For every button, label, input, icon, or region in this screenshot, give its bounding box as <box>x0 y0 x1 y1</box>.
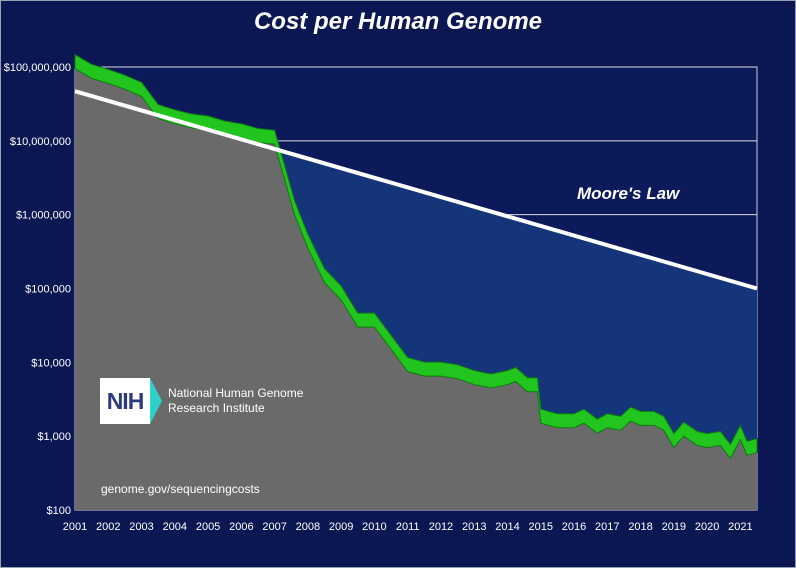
x-tick-label: 2014 <box>495 521 519 533</box>
moores-law-label: Moore's Law <box>577 184 680 203</box>
x-tick-label: 2017 <box>595 521 619 533</box>
gap-region <box>75 68 757 459</box>
chart-title: Cost per Human Genome <box>253 8 543 35</box>
y-tick-label: $10,000 <box>31 357 71 369</box>
y-tick-label: $100,000,000 <box>4 62 71 74</box>
x-tick-label: 2020 <box>695 521 719 533</box>
y-tick-label: $100,000 <box>25 284 71 296</box>
x-tick-label: 2012 <box>429 521 453 533</box>
source-url: genome.gov/sequencingcosts <box>101 482 260 496</box>
x-tick-label: 2009 <box>329 521 353 533</box>
x-tick-label: 2011 <box>396 521 420 533</box>
moores-law-line <box>74 89 758 291</box>
x-tick-label: 2016 <box>562 521 586 533</box>
x-tick-label: 2006 <box>229 521 253 533</box>
x-tick-label: 2003 <box>129 521 153 533</box>
x-tick-label: 2001 <box>63 521 87 533</box>
nih-logo-text: National Human Genome Research Institute <box>168 386 303 416</box>
x-tick-label: 2019 <box>662 521 686 533</box>
cost-band <box>74 53 758 460</box>
x-tick-label: 2007 <box>262 521 286 533</box>
x-tick-label: 2004 <box>163 521 187 533</box>
x-tick-label: 2015 <box>529 521 553 533</box>
x-tick-label: 2021 <box>728 521 752 533</box>
y-tick-label: $10,000,000 <box>10 136 71 148</box>
logo-chevron-icon <box>150 378 162 424</box>
x-tick-label: 2008 <box>296 521 320 533</box>
x-tick-label: 2018 <box>628 521 652 533</box>
y-tick-label: $100 <box>47 505 71 517</box>
x-tick-label: 2013 <box>462 521 486 533</box>
logo-line-1: National Human Genome <box>168 386 304 400</box>
x-tick-label: 2010 <box>362 521 386 533</box>
y-tick-label: $1,000 <box>37 431 71 443</box>
nih-logo: NIH National Human Genome Research Insti… <box>100 378 303 424</box>
nih-logo-mark: NIH <box>100 378 150 424</box>
x-tick-label: 2002 <box>96 521 120 533</box>
y-tick-label: $1,000,000 <box>16 210 71 222</box>
y-axis-ticks: $100,000,000 $10,000,000 $1,000,000 $100,00… <box>4 62 71 517</box>
cost-area <box>75 68 757 510</box>
x-tick-label: 2005 <box>196 521 220 533</box>
x-axis-ticks: 2001 2002 2003 2004 2005 2006 2007 2008 2009 2010… <box>63 521 753 533</box>
logo-line-2: Research Institute <box>168 401 265 415</box>
